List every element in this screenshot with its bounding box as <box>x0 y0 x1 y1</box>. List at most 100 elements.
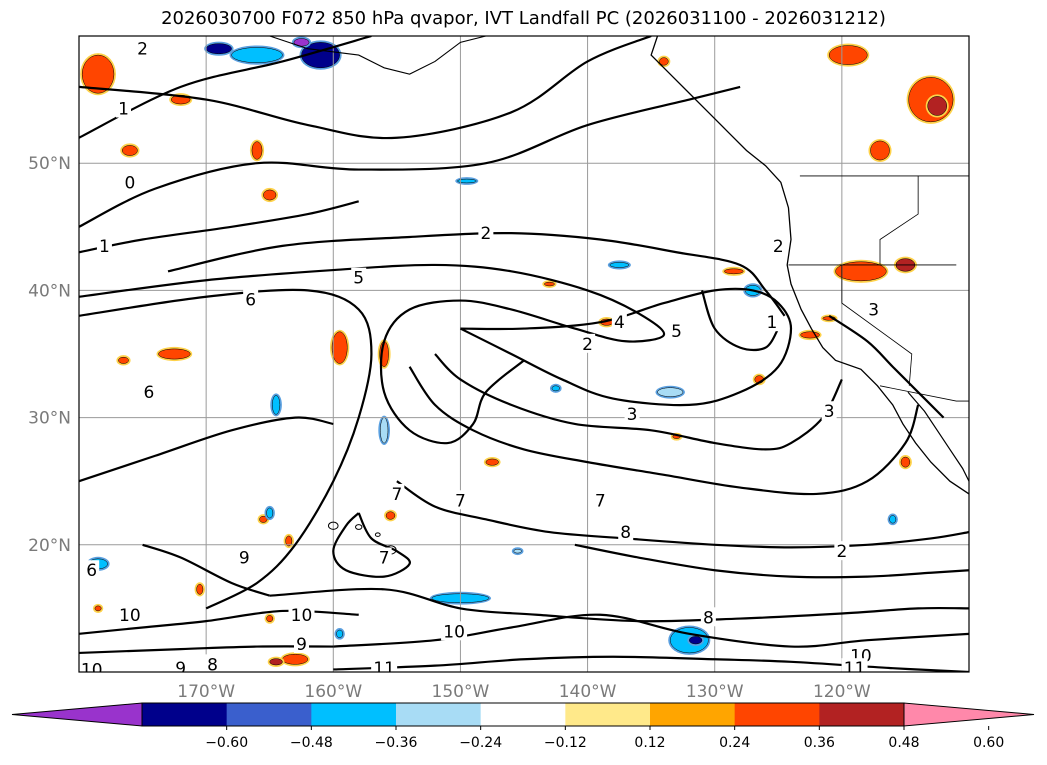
contour-label-1: 1 <box>118 100 129 120</box>
contour-label-25: 10 <box>291 606 313 626</box>
contour-label-bg-3 <box>96 235 112 255</box>
shaded-region-34 <box>900 456 911 468</box>
colorbar-segment-6 <box>650 703 736 726</box>
colorbar-segment-7 <box>734 703 820 726</box>
contour-label-bg-1 <box>116 98 131 118</box>
contour-label-bg-23 <box>834 541 850 561</box>
coastline-layer <box>269 36 969 555</box>
contour-line-5 <box>79 263 665 445</box>
contour-label-bg-26 <box>700 607 716 627</box>
contour-label-30: 9 <box>175 659 186 679</box>
shaded-region-29 <box>870 140 890 161</box>
contour-label-bg-9 <box>669 321 685 341</box>
border-line-2 <box>841 264 913 386</box>
contour-line-6 <box>79 288 373 610</box>
contour-label-16: 7 <box>391 485 402 505</box>
shaded-region-38 <box>272 395 281 415</box>
contour-label-14: 3 <box>824 402 835 422</box>
contour-line-10 <box>700 290 780 352</box>
chart-title: 2026030700 F072 850 hPa qvapor, IVT Land… <box>161 8 886 29</box>
contour-label-bg-17 <box>452 490 468 510</box>
contour-label-10: 3 <box>627 405 638 425</box>
contour-line-18 <box>333 613 969 648</box>
colorbar-tick-label-4: −0.12 <box>544 735 587 751</box>
shaded-region-24 <box>385 511 396 520</box>
contour-label-bg-20 <box>618 522 634 542</box>
contour-label-bg-12 <box>770 235 786 255</box>
contour-label-bg-7 <box>611 312 627 332</box>
contour-label-29: 10 <box>81 660 103 680</box>
shaded-region-51 <box>889 515 897 524</box>
contour-label-26: 8 <box>703 608 714 628</box>
contour-label-34: 11 <box>844 659 866 679</box>
contour-line-12 <box>396 480 969 549</box>
contour-line-3 <box>79 200 359 254</box>
shaded-region-28 <box>927 96 948 116</box>
contour-label-bg-16 <box>389 483 405 503</box>
shaded-region-35 <box>724 268 744 275</box>
contour-line-9 <box>408 366 920 496</box>
plot-frame <box>78 35 970 673</box>
shaded-region-14 <box>259 515 268 523</box>
contour-label-2: 0 <box>124 173 135 193</box>
contour-label-12: 2 <box>773 237 784 257</box>
contour-line-1 <box>79 36 652 140</box>
contour-label-bg-8 <box>580 333 596 353</box>
contour-label-bg-14 <box>821 401 837 421</box>
x-tick-label-4: 130°W <box>686 682 744 702</box>
contour-label-bg-5 <box>351 267 367 287</box>
shaded-region-23 <box>285 535 293 547</box>
shaded-region-30 <box>835 261 887 282</box>
x-axis-tick-labels: 170°W 160°W 150°W 140°W 130°W 120°W <box>177 682 871 702</box>
contour-line-15 <box>142 543 271 597</box>
colorbar-segments <box>11 702 1035 727</box>
shaded-region-10 <box>158 348 191 360</box>
colorbar-tick-label-0: −0.60 <box>205 735 248 751</box>
x-tick-label-2: 150°W <box>432 682 490 702</box>
contour-line-11 <box>828 314 945 419</box>
contour-label-5: 5 <box>353 269 364 289</box>
gridlines <box>79 36 969 672</box>
colorbar-tick-label-2: −0.36 <box>375 735 418 751</box>
contour-label-18: 7 <box>595 491 606 511</box>
shaded-region-15 <box>544 281 555 287</box>
contour-label-bg-22 <box>236 547 252 567</box>
shaded-region-9 <box>118 356 129 364</box>
x-tick-label-3: 140°W <box>559 682 617 702</box>
colorbar-frame <box>141 702 905 727</box>
shaded-region-26 <box>828 45 868 65</box>
colorbar-tick-label-3: −0.24 <box>459 735 502 751</box>
shaded-region-40 <box>336 629 344 638</box>
contour-label-bg-6 <box>243 289 259 309</box>
contour-label-bg-29 <box>79 659 105 672</box>
contour-label-15: 6 <box>144 383 155 403</box>
contour-label-bg-2 <box>122 172 138 192</box>
hawaii-island-1 <box>355 524 363 530</box>
contour-label-28: 10 <box>443 622 465 642</box>
contour-label-bg-10 <box>624 403 640 423</box>
colorbar-segment-0 <box>142 703 228 726</box>
contour-label-13: 3 <box>868 300 879 320</box>
contour-line-2 <box>79 85 741 228</box>
colorbar-tick-labels: −0.60 −0.48 −0.36 −0.24 −0.12 0.12 0.24 0.36 0.4… <box>205 726 1004 751</box>
contour-line-8 <box>434 353 843 451</box>
shaded-region-39 <box>266 507 274 519</box>
shaded-region-0 <box>231 47 283 63</box>
border-line-1 <box>879 175 919 265</box>
contour-line-13 <box>574 543 969 579</box>
x-tick-label-1: 160°W <box>304 682 362 702</box>
contour-label-bg-4 <box>478 223 494 243</box>
colorbar-tick-label-1: −0.48 <box>290 735 333 751</box>
shaded-region-22 <box>94 605 102 612</box>
x-tick-label-5: 120°W <box>813 682 871 702</box>
shaded-region-8 <box>263 189 277 201</box>
shaded-region-47 <box>689 636 703 645</box>
contour-label-bg-21 <box>84 560 100 580</box>
contour-label-32: 11 <box>373 659 395 679</box>
contour-label-22: 9 <box>239 549 250 569</box>
y-tick-label-3: 20°N <box>28 536 71 556</box>
shaded-region-11 <box>331 331 348 364</box>
colorbar-segment-3 <box>396 703 482 726</box>
